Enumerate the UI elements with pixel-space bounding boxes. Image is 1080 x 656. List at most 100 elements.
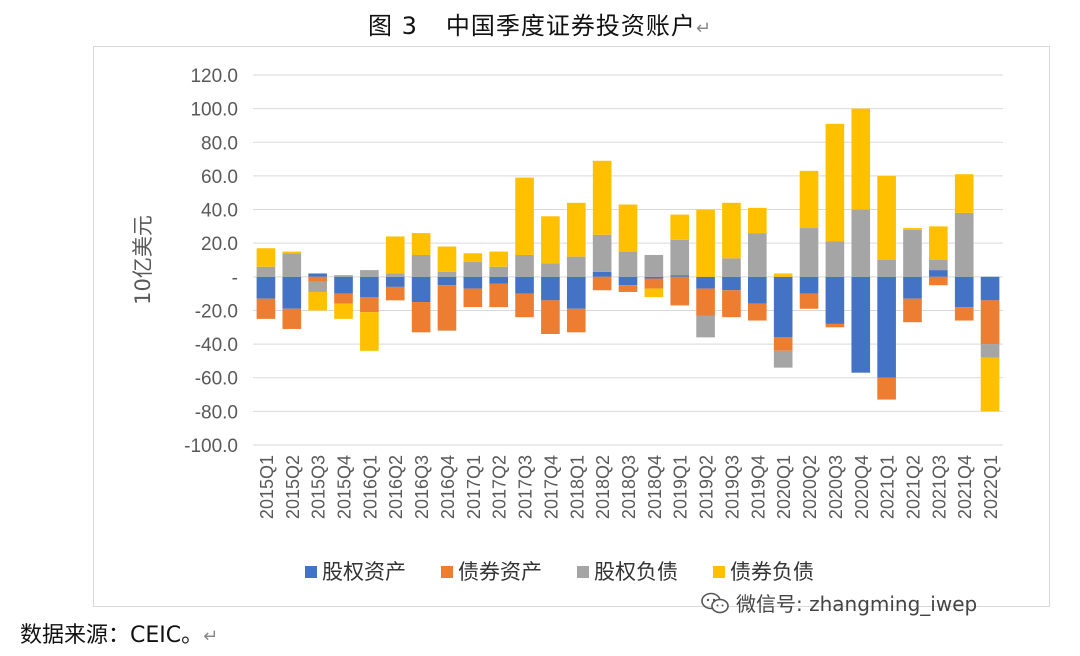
bar-segment: [541, 276, 560, 301]
bar-segment: [773, 276, 793, 338]
y-tick-label: 100.0: [190, 100, 238, 121]
x-tick-label: 2015Q2: [283, 455, 303, 519]
bar-segment: [411, 233, 431, 255]
bar-segment: [877, 260, 896, 277]
x-tick-label: 2017Q3: [516, 455, 536, 519]
bar-segment: [256, 248, 276, 267]
bar-segment: [437, 271, 457, 277]
bar-segment: [308, 276, 327, 282]
bar-segment: [696, 209, 715, 277]
bar-segment: [618, 285, 638, 292]
bar-segment: [566, 202, 586, 257]
y-tick-label: -: [232, 268, 238, 289]
bar-segment: [385, 276, 405, 287]
legend-swatch: [713, 566, 725, 578]
bar-segment: [748, 233, 767, 277]
source-text: 数据来源：CEIC。: [20, 623, 204, 648]
x-tick-label: 2019Q2: [697, 455, 717, 519]
bar-segment: [385, 273, 405, 277]
legend-swatch: [577, 566, 589, 578]
bar-segment: [929, 260, 948, 271]
bar-segment: [644, 276, 664, 279]
bar-segment: [722, 202, 741, 259]
bar-segment: [644, 278, 664, 289]
bar-segment: [954, 212, 974, 277]
bar-segment: [877, 175, 896, 260]
bar-segment: [954, 276, 974, 308]
bar-segment: [748, 207, 767, 234]
legend-label: 股权资产: [322, 560, 406, 584]
bar-segment: [903, 228, 922, 230]
bar-segment: [411, 302, 431, 333]
x-tick-label: 2020Q1: [774, 455, 794, 519]
bar-segment: [592, 276, 612, 291]
bar-segment: [773, 273, 793, 277]
bar-segment: [670, 214, 690, 240]
x-tick-label: 2015Q4: [335, 455, 355, 519]
bar-segment: [360, 312, 379, 351]
bar-segment: [515, 293, 534, 318]
bar-segment: [722, 258, 741, 277]
bar-segment: [851, 276, 871, 373]
x-tick-label: 2018Q3: [619, 455, 639, 519]
legend-swatch: [441, 566, 453, 578]
bar-segment: [463, 288, 483, 308]
x-tick-label: 2017Q4: [541, 455, 561, 519]
chart-frame: [93, 46, 1050, 607]
wechat-icon: [701, 592, 729, 613]
legend-label: 债券负债: [730, 560, 814, 584]
bar-segment: [748, 303, 767, 321]
bar-segment: [334, 293, 353, 304]
x-tick-label: 2021Q1: [878, 455, 898, 519]
x-tick-label: 2018Q4: [645, 455, 665, 519]
x-tick-label: 2019Q4: [748, 455, 768, 519]
y-tick-label: 120.0: [190, 66, 238, 87]
bar-segment: [437, 276, 457, 286]
bar-segment: [825, 241, 845, 277]
y-tick-label: 40.0: [201, 201, 238, 222]
bar-segment: [696, 276, 715, 289]
bar-segment: [825, 276, 845, 324]
bar-segment: [385, 286, 405, 301]
bar-segment: [463, 261, 483, 277]
bar-segment: [980, 344, 1000, 358]
bar-segment: [334, 303, 353, 319]
bar-segment: [334, 276, 353, 294]
bar-segment: [644, 288, 664, 297]
bar-segment: [592, 234, 612, 272]
bar-segment: [308, 281, 327, 292]
bar-segment: [489, 283, 508, 308]
x-tick-label: 2021Q2: [903, 455, 923, 519]
bar-segment: [929, 270, 948, 277]
y-tick-label: -20.0: [195, 301, 238, 322]
bar-segment: [696, 315, 715, 338]
bar-segment: [954, 174, 974, 213]
x-tick-label: 2018Q1: [567, 455, 587, 519]
y-tick-label: -100.0: [184, 436, 238, 457]
bar-segment: [411, 276, 431, 303]
bar-segment: [541, 300, 560, 334]
bar-segment: [541, 216, 560, 264]
bar-segment: [644, 254, 664, 277]
bar-segment: [385, 236, 405, 274]
bar-segment: [360, 276, 379, 297]
watermark: 微信号: zhangming_iwep: [700, 588, 977, 617]
bar-segment: [980, 276, 1000, 301]
bar-segment: [334, 275, 353, 277]
bar-segment: [799, 170, 819, 229]
bar-segment: [851, 209, 871, 277]
x-tick-label: 2021Q4: [955, 455, 975, 519]
bar-segment: [256, 298, 276, 319]
bar-segment: [722, 290, 741, 318]
bar-segment: [618, 276, 638, 286]
bar-segment: [566, 256, 586, 277]
x-tick-label: 2015Q1: [257, 455, 277, 519]
y-axis-label: 10亿美元: [131, 215, 155, 305]
bar-segment: [463, 276, 483, 289]
bar-segment: [282, 308, 302, 329]
x-tick-label: 2015Q3: [309, 455, 329, 519]
x-tick-label: 2019Q1: [671, 455, 691, 519]
x-tick-label: 2017Q1: [464, 455, 484, 519]
bar-segment: [489, 276, 508, 284]
